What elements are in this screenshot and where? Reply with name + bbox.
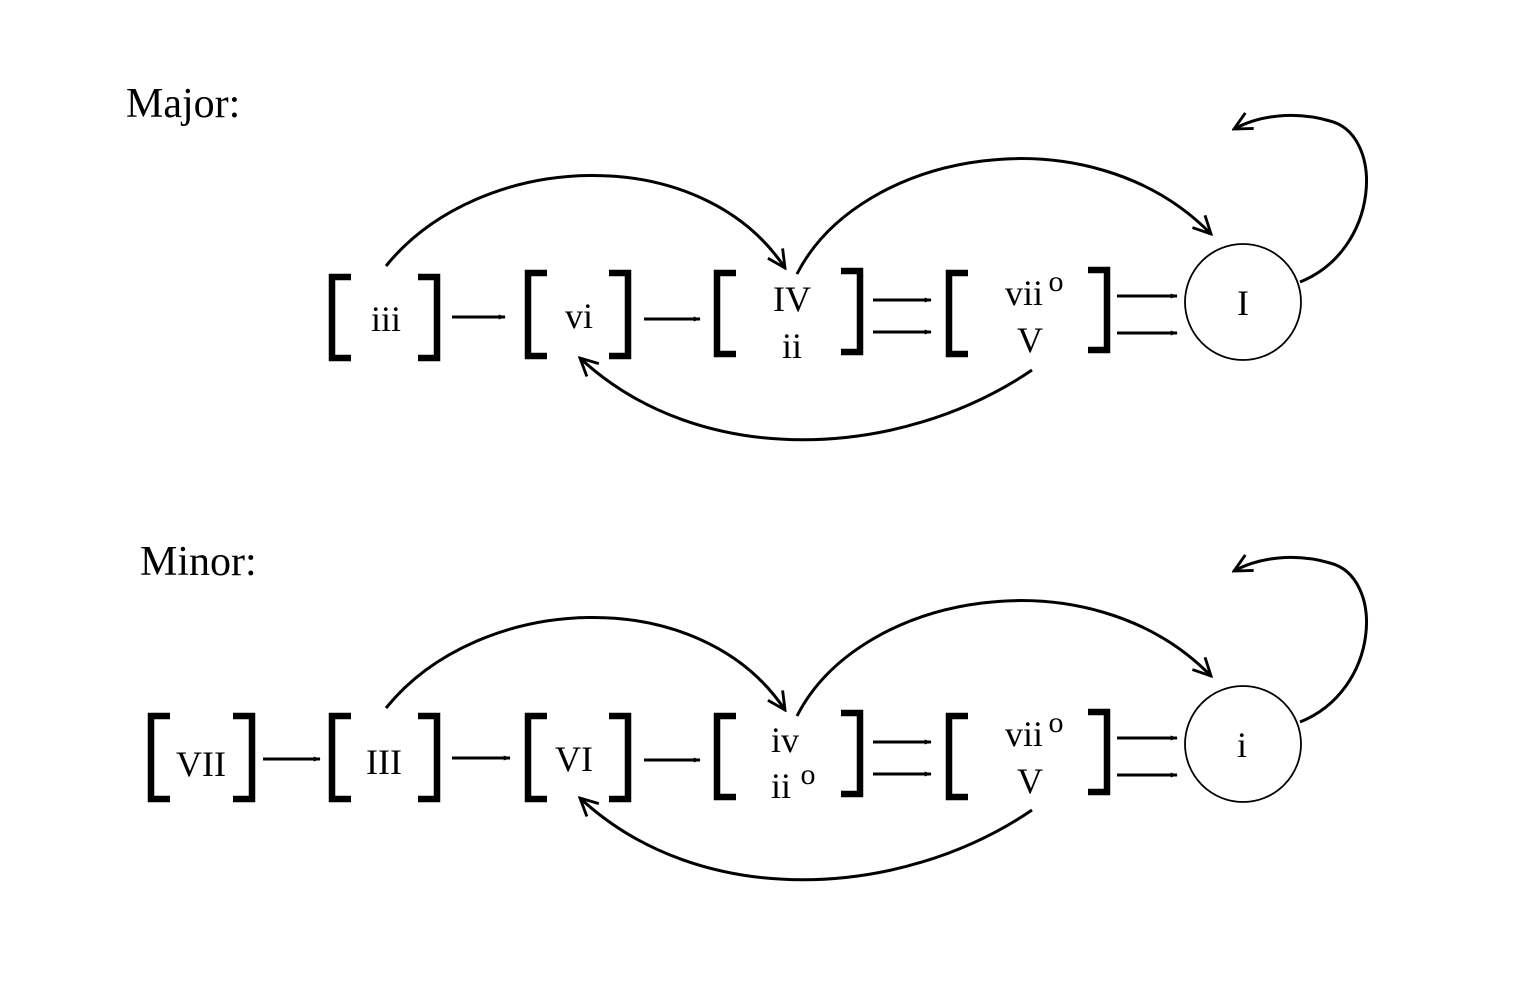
major-vi-left-bracket [524, 269, 547, 360]
minor-chord-i: i [1237, 725, 1247, 765]
minor-diagram: Minor: VII III VI iv ii o vii o V [140, 539, 1368, 882]
minor-chord-vii-dim-sign: o [1049, 706, 1064, 739]
minor-vi-right-bracket [609, 712, 632, 803]
major-curve-i-self-loop [1234, 115, 1368, 284]
major-iv-left-bracket [713, 269, 736, 358]
minor-iii-right-bracket [418, 712, 441, 803]
minor-v-left-bracket [945, 712, 968, 801]
minor-chord-iv: iv [771, 720, 799, 760]
minor-chord-V: V [1017, 761, 1043, 801]
minor-iii-left-bracket [328, 712, 351, 803]
minor-title: Minor: [140, 539, 257, 585]
minor-iv-right-bracket [841, 709, 864, 798]
minor-curve-i-self-loop [1234, 557, 1368, 724]
major-chord-ii: ii [782, 326, 802, 366]
major-chord-vi: vi [565, 296, 593, 336]
major-iii-left-bracket [328, 273, 351, 362]
minor-curve-iii-to-iv [384, 616, 785, 710]
major-chord-IV: IV [773, 279, 811, 319]
major-chord-vii: vii [1005, 273, 1043, 313]
minor-chord-vii: vii [1005, 714, 1043, 754]
minor-curve-iv-to-i [795, 599, 1211, 717]
major-v-right-bracket [1088, 266, 1111, 354]
major-tonic-circle [1184, 243, 1302, 361]
minor-chord-ii: ii [771, 766, 791, 806]
major-chord-V: V [1017, 320, 1043, 360]
major-v-left-bracket [945, 269, 968, 358]
minor-vi-left-bracket [524, 712, 547, 803]
major-diagram: Major: iii vi IV ii vii o V I [126, 81, 1368, 442]
minor-v-right-bracket [1088, 708, 1111, 796]
major-chord-I: I [1237, 283, 1249, 323]
major-curve-iv-to-i [795, 157, 1211, 275]
major-curve-iii-to-iv [384, 174, 785, 268]
minor-iv-left-bracket [713, 712, 736, 801]
minor-chord-ii-dim-sign: o [801, 758, 816, 791]
major-vi-right-bracket [609, 269, 632, 360]
major-chord-iii: iii [371, 299, 401, 339]
minor-chord-VII: VII [176, 744, 226, 784]
minor-chord-VI: VI [555, 739, 593, 779]
minor-curve-v-to-vi [580, 798, 1033, 882]
minor-chord-III: III [366, 742, 402, 782]
major-chord-vii-dim-sign: o [1049, 265, 1064, 298]
major-title: Major: [126, 81, 240, 127]
minor-tonic-circle [1184, 685, 1302, 803]
major-iv-right-bracket [841, 267, 864, 356]
major-curve-v-to-vi [580, 358, 1033, 442]
major-iii-right-bracket [418, 273, 441, 362]
minor-vii-right-bracket [233, 712, 256, 803]
minor-vii-left-bracket [147, 712, 170, 803]
